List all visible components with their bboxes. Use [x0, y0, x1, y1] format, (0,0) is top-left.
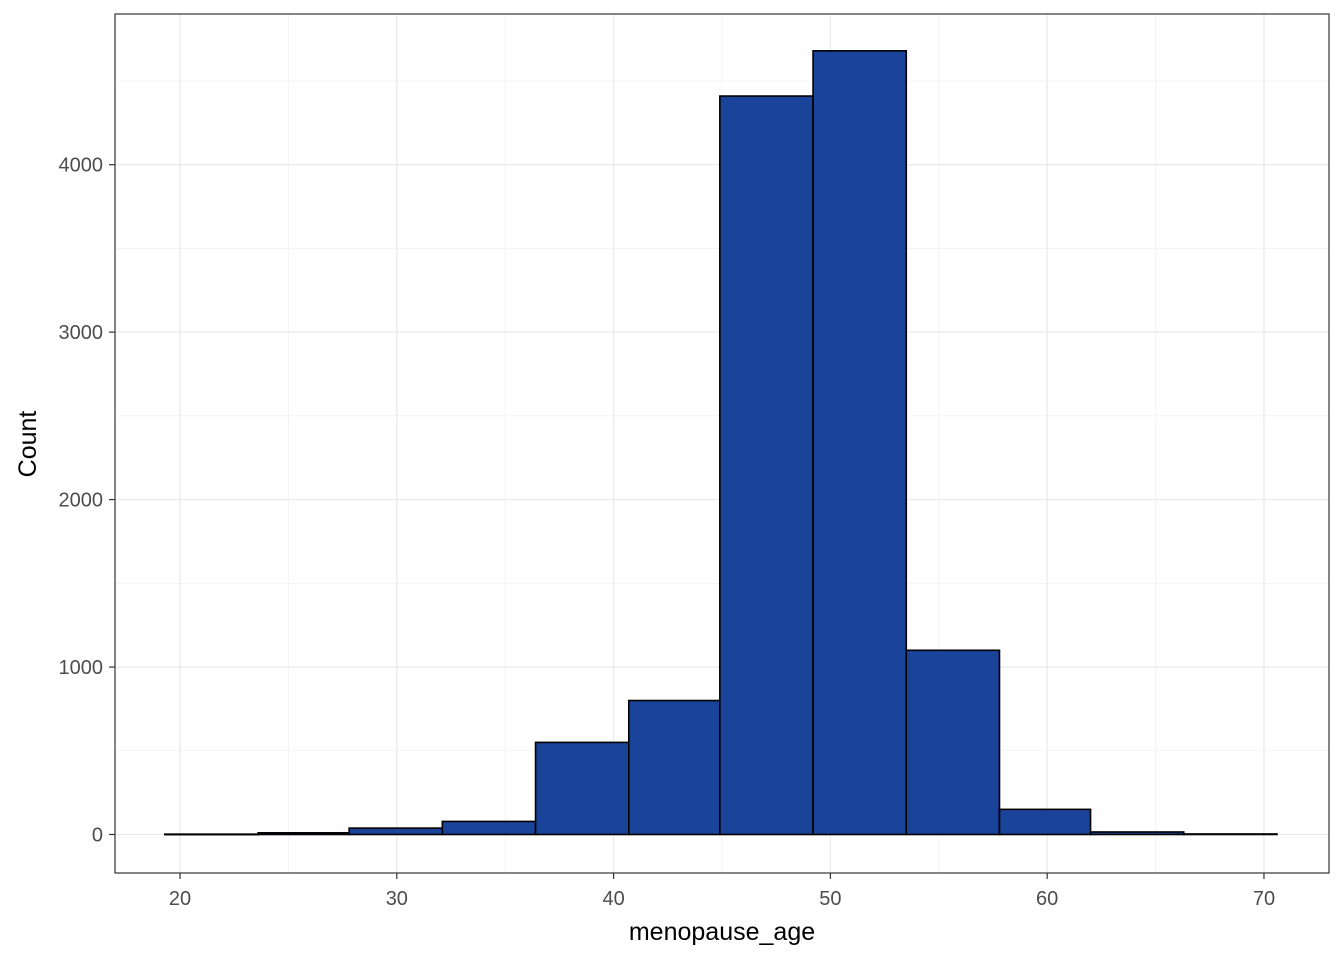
x-axis: 20 30 40 50 60 70 — [169, 873, 1275, 910]
x-tick-label: 50 — [819, 888, 841, 910]
histogram-bar — [348, 827, 444, 836]
histogram-bar — [905, 649, 1001, 836]
histogram-bar — [257, 832, 350, 836]
x-tick-label: 70 — [1253, 888, 1275, 910]
y-axis: 0 1000 2000 3000 4000 — [59, 155, 115, 846]
histogram-bar — [1182, 833, 1278, 836]
y-tick-label: 0 — [92, 824, 103, 846]
plot-panel-border — [114, 13, 1330, 874]
y-tick-label: 3000 — [59, 322, 104, 344]
histogram-bar — [627, 699, 721, 836]
x-tick-label: 60 — [1036, 888, 1058, 910]
y-tick-label: 1000 — [59, 657, 104, 679]
x-tick-label: 20 — [169, 888, 191, 910]
histogram-bar — [164, 833, 259, 836]
histogram-bar — [441, 820, 537, 836]
histogram-bar — [534, 741, 630, 836]
y-axis-title: Count — [14, 411, 42, 478]
x-axis-title: menopause_age — [629, 918, 815, 946]
histogram-bar — [998, 808, 1092, 836]
histogram-bar — [812, 50, 908, 836]
x-tick-label: 30 — [386, 888, 408, 910]
x-tick-label: 40 — [602, 888, 624, 910]
y-tick-label: 4000 — [59, 155, 104, 177]
y-tick-label: 2000 — [59, 490, 104, 512]
histogram-bars — [164, 50, 1278, 836]
histogram-bar — [719, 95, 814, 836]
histogram-bar — [1089, 831, 1185, 836]
